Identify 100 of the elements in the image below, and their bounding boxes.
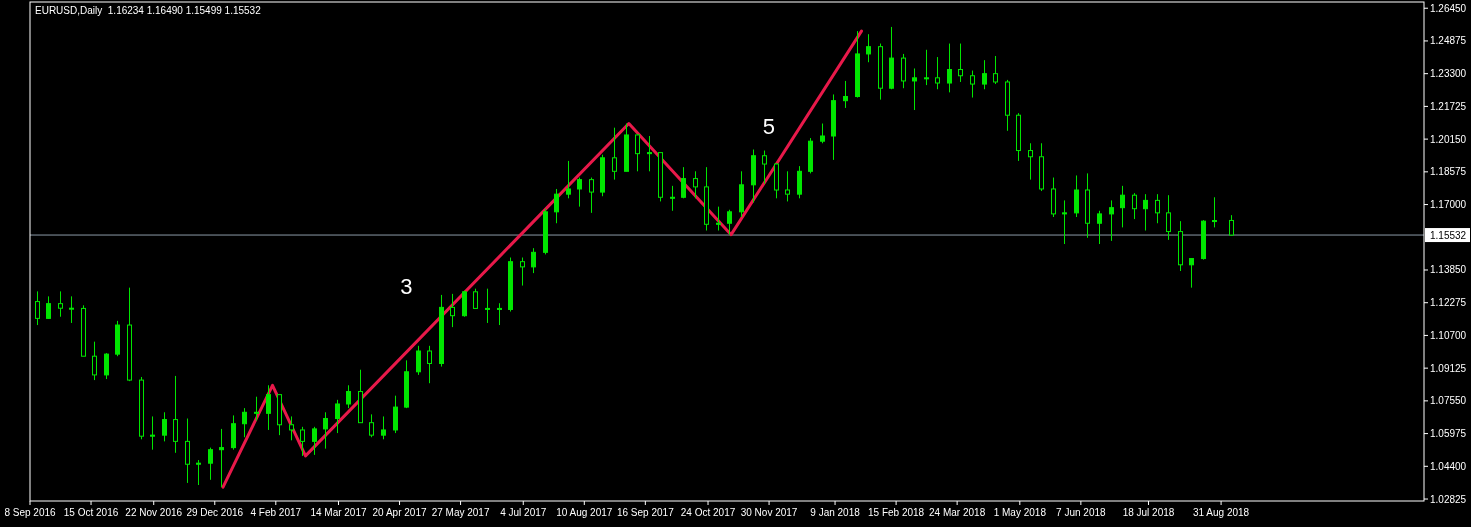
candlestick xyxy=(335,399,340,434)
candlestick xyxy=(947,43,952,93)
candlestick xyxy=(635,133,640,172)
y-tick-label: 1.10700 xyxy=(1430,329,1467,341)
x-tick-label: 27 May 2017 xyxy=(431,507,490,518)
candlestick xyxy=(242,407,247,438)
candlestick xyxy=(797,165,802,199)
candlestick xyxy=(901,53,906,89)
candlestick xyxy=(104,352,109,380)
candlestick xyxy=(208,447,213,481)
candlestick xyxy=(1074,174,1079,218)
candlestick xyxy=(1062,199,1067,245)
y-tick-label: 1.13850 xyxy=(1430,264,1467,276)
candlestick xyxy=(1132,192,1137,220)
candlestick xyxy=(762,150,767,185)
x-tick-label: 4 Jul 2017 xyxy=(500,507,547,518)
candlestick xyxy=(1189,258,1194,289)
y-tick-label: 1.21725 xyxy=(1430,100,1467,112)
candlestick xyxy=(416,345,421,376)
candlestick xyxy=(219,428,224,488)
y-tick-label: 1.20150 xyxy=(1430,133,1467,145)
x-tick-label: 7 Jun 2018 xyxy=(1056,507,1107,518)
x-tick-label: 18 Jul 2018 xyxy=(1122,507,1175,518)
x-tick-label: 31 Aug 2018 xyxy=(1193,507,1250,518)
candlestick xyxy=(173,375,178,454)
x-tick-label: 4 Feb 2017 xyxy=(250,507,302,518)
x-tick-label: 24 Oct 2017 xyxy=(680,507,736,518)
x-tick-label: 24 Mar 2018 xyxy=(929,507,986,518)
x-tick-label: 1 May 2018 xyxy=(993,507,1047,518)
candlestick xyxy=(196,459,201,486)
candlestick xyxy=(970,70,975,99)
candlestick xyxy=(150,415,155,451)
candlestick xyxy=(866,33,871,63)
candlestick xyxy=(566,160,571,199)
candlestick xyxy=(1212,196,1217,228)
candlestick xyxy=(681,166,686,199)
candlestick xyxy=(254,396,259,422)
candlestick xyxy=(289,415,294,441)
candlestick xyxy=(693,170,698,199)
candlestick xyxy=(450,293,455,328)
x-tick-label: 8 Sep 2016 xyxy=(4,507,57,518)
candlestick xyxy=(716,206,721,232)
candlestick xyxy=(1097,210,1102,245)
candlestick xyxy=(69,295,74,324)
candlestick xyxy=(346,384,351,409)
candlestick xyxy=(554,188,559,224)
x-tick-label: 9 Jan 2018 xyxy=(810,507,861,518)
candlestick xyxy=(912,67,917,111)
y-tick-label: 1.09125 xyxy=(1430,362,1467,374)
y-tick-label: 1.12275 xyxy=(1430,297,1467,309)
ref-line-label: 1.15532 xyxy=(1430,229,1467,241)
candlestick xyxy=(1166,194,1171,241)
y-tick-label: 1.07550 xyxy=(1430,395,1467,407)
candlestick xyxy=(231,414,236,451)
candlestick xyxy=(1143,193,1148,232)
candlestick xyxy=(369,413,374,438)
x-tick-label: 15 Feb 2018 xyxy=(868,507,925,518)
candlestick xyxy=(92,341,97,381)
candlestick xyxy=(266,384,271,431)
candlestick xyxy=(577,177,582,208)
x-tick-label: 22 Nov 2016 xyxy=(125,507,183,518)
candlestick xyxy=(924,49,929,86)
x-tick-label: 16 Sep 2017 xyxy=(616,507,675,518)
y-tick-label: 1.18575 xyxy=(1430,166,1467,178)
candlestick xyxy=(1120,185,1125,228)
candlestick xyxy=(612,127,617,181)
chart-title: EURUSD,Daily 1.16234 1.16490 1.15499 1.15532 xyxy=(35,5,262,16)
candlestick xyxy=(300,426,305,457)
candlestick xyxy=(727,209,732,236)
candlestick xyxy=(1155,193,1160,224)
candlestick xyxy=(531,247,536,274)
y-tick-label: 1.05975 xyxy=(1430,428,1467,440)
x-tick-label: 10 Aug 2017 xyxy=(556,507,613,518)
y-tick-label: 1.24875 xyxy=(1430,35,1467,47)
candlestick xyxy=(820,123,825,144)
candlestick xyxy=(46,295,51,320)
candlestick xyxy=(843,80,848,109)
candlestick xyxy=(647,135,652,172)
candlestick xyxy=(958,43,963,83)
candlestick xyxy=(589,177,594,214)
x-tick-label: 20 Apr 2017 xyxy=(372,507,427,518)
y-tick-label: 1.26450 xyxy=(1430,2,1467,14)
x-tick-label: 14 Mar 2017 xyxy=(310,507,367,518)
candlestick xyxy=(785,170,790,202)
candlestick xyxy=(381,415,386,440)
y-tick-label: 1.04400 xyxy=(1430,460,1467,472)
y-tick-label: 1.17000 xyxy=(1430,199,1467,211)
x-tick-label: 15 Oct 2016 xyxy=(63,507,119,518)
candlestick xyxy=(935,56,940,90)
candlestick xyxy=(323,411,328,450)
candlestick xyxy=(185,418,190,484)
candlestick xyxy=(982,59,987,90)
candlestick xyxy=(485,288,490,324)
candlestick xyxy=(520,257,525,287)
candlestick xyxy=(497,302,502,326)
annotation: 3 xyxy=(400,274,413,300)
y-tick-label: 1.02825 xyxy=(1430,493,1467,505)
candlestick xyxy=(473,288,478,309)
candlestick xyxy=(312,426,317,456)
annotation: 5 xyxy=(762,114,775,140)
